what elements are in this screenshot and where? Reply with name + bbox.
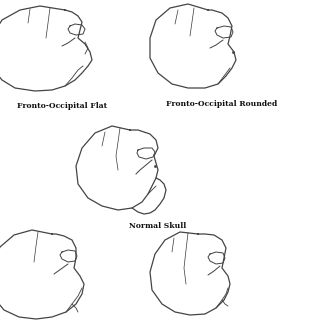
Text: Fronto-Occipital Rounded: Fronto-Occipital Rounded [166, 100, 278, 108]
Text: Normal Skull: Normal Skull [129, 222, 187, 230]
Text: Fronto-Occipital Flat: Fronto-Occipital Flat [17, 102, 107, 110]
